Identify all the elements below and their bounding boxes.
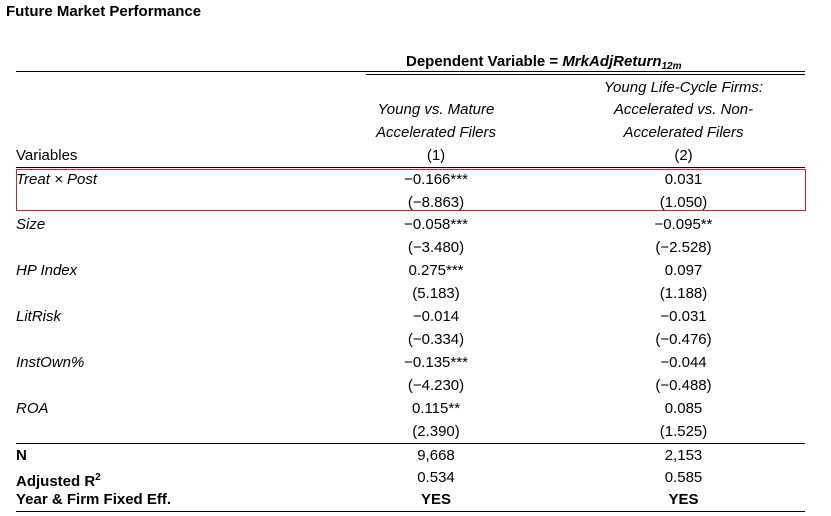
coef-c2: −0.044: [660, 354, 707, 371]
coef-c2: −0.031: [660, 308, 707, 325]
coef-c1: 0.115**: [411, 400, 461, 417]
adj-r2-c1: 0.534: [417, 469, 455, 486]
fixed-effects-c1: YES: [420, 491, 451, 508]
row-label-instown: InstOwn%: [16, 354, 85, 371]
n-c2: 2,153: [664, 447, 703, 464]
table-title: Future Market Performance: [6, 3, 202, 20]
row-label-hp-index: HP Index: [16, 262, 78, 279]
coef-c1: 0.275***: [408, 262, 464, 279]
stats-rule: [16, 443, 805, 444]
row-label-size: Size: [16, 216, 46, 233]
row-label-treat-post: Treat × Post: [16, 171, 98, 188]
tstat-c1: (−3.480): [407, 239, 465, 256]
highlight-box: [16, 169, 806, 211]
header-rule: [366, 74, 805, 75]
regression-table: Dependent Variable = MrkAdjReturn12m You…: [16, 50, 806, 512]
tstat-c1: (2.390): [412, 423, 460, 440]
col2-header-line3: Accelerated Filers: [623, 124, 744, 141]
dep-var-name: MrkAdjReturn: [562, 53, 662, 70]
row-label-roa: ROA: [16, 400, 49, 417]
coef-c2: −0.095**: [654, 216, 713, 233]
adj-r2-text: Adjusted R: [16, 473, 96, 490]
bottom-rule: [16, 511, 805, 512]
dependent-variable-header: Dependent Variable = MrkAdjReturn12m: [406, 50, 682, 78]
top-rule: [16, 71, 805, 72]
col2-header-line2: Accelerated vs. Non-: [613, 101, 754, 118]
col2-number: (2): [674, 147, 693, 164]
adj-r2-label: Adjusted R2: [16, 466, 101, 493]
tstat-c2: (1.050): [659, 194, 708, 211]
tstat-c2: (−2.528): [655, 239, 712, 256]
coef-c2: 0.031: [664, 171, 703, 188]
col1-header-line1: Young vs. Mature: [377, 101, 495, 118]
dep-var-subscript: 12m: [661, 61, 682, 72]
tstat-c2: (−0.476): [655, 331, 712, 348]
dep-var-prefix: Dependent Variable =: [406, 53, 563, 70]
tstat-c2: (1.525): [659, 423, 708, 440]
coef-c1: −0.058***: [404, 216, 468, 233]
coef-c1: −0.166***: [404, 171, 468, 188]
row-label-litrisk: LitRisk: [16, 308, 62, 325]
column-header-rule: [16, 167, 805, 168]
variables-header: Variables: [16, 147, 78, 164]
tstat-c1: (−0.334): [407, 331, 465, 348]
tstat-c1: (−8.863): [407, 194, 465, 211]
coef-c1: −0.135***: [404, 354, 468, 371]
coef-c2: 0.085: [664, 400, 703, 417]
coef-c1: −0.014: [412, 308, 460, 325]
n-c1: 9,668: [417, 447, 455, 464]
tstat-c1: (5.183): [412, 285, 460, 302]
col2-header-line1: Young Life-Cycle Firms:: [603, 79, 764, 96]
tstat-c2: (−0.488): [655, 377, 712, 394]
n-label: N: [16, 447, 27, 464]
col1-number: (1): [426, 147, 446, 164]
adj-r2-superscript: 2: [95, 472, 101, 483]
coef-c2: 0.097: [664, 262, 703, 279]
fixed-effects-label: Year & Firm Fixed Eff.: [16, 491, 172, 508]
adj-r2-c2: 0.585: [664, 469, 703, 486]
tstat-c1: (−4.230): [407, 377, 465, 394]
tstat-c2: (1.188): [659, 285, 708, 302]
col1-header-line2: Accelerated Filers: [375, 124, 497, 141]
fixed-effects-c2: YES: [668, 491, 699, 508]
